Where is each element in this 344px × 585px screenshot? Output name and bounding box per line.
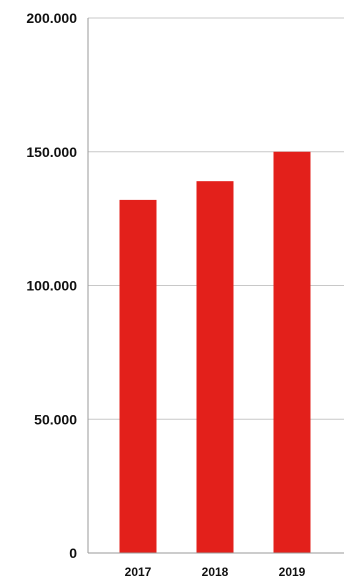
- y-tick-label: 0: [69, 545, 77, 561]
- x-tick-label: 2019: [279, 565, 306, 579]
- y-tick-label: 200.000: [26, 10, 77, 26]
- y-axis-tick-labels: 0 50.000 100.000 150.000 200.000: [26, 10, 77, 561]
- bar-2019: [273, 151, 311, 553]
- y-tick-label: 100.000: [26, 278, 77, 294]
- bars: [119, 151, 311, 554]
- y-tick-label: 150.000: [26, 144, 77, 160]
- x-tick-label: 2018: [202, 565, 229, 579]
- bar-2017: [119, 199, 157, 553]
- bar-2018: [196, 181, 234, 554]
- x-tick-label: 2017: [125, 565, 152, 579]
- x-axis-tick-labels: 2017 2018 2019: [125, 565, 306, 579]
- y-tick-label: 50.000: [34, 411, 77, 427]
- axes: [87, 18, 344, 554]
